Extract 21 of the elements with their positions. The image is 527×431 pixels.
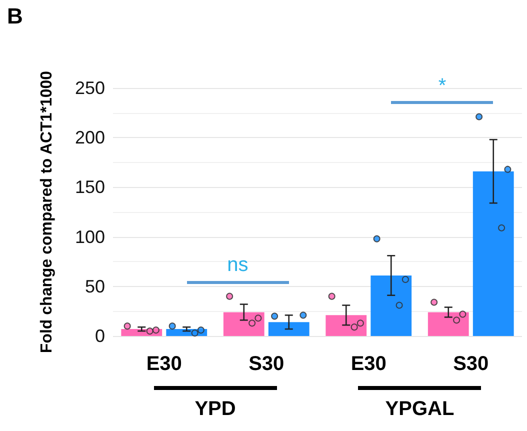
annotation: ns [226, 254, 250, 278]
chart-title: B [7, 4, 23, 28]
x-tick-label: S30 [248, 353, 284, 375]
x-tick-label: E30 [146, 353, 182, 375]
y-tick-label: 100 [74, 226, 105, 247]
y-axis-title: Fold change compared to ACT1*1000 [38, 70, 56, 354]
bar [428, 312, 469, 336]
y-tick-label: 250 [74, 78, 105, 98]
y-tick-label: 200 [74, 128, 105, 148]
text: YPD [194, 398, 237, 421]
bar [268, 322, 310, 336]
bar [223, 312, 264, 336]
y-tick-label: 50 [84, 276, 105, 296]
bar [370, 275, 412, 336]
annotation: * [437, 74, 448, 98]
x-tick-label: S30 [453, 353, 489, 375]
bar [326, 315, 367, 336]
y-tick-label: 0 [94, 326, 105, 346]
y-tick-label: 150 [74, 177, 105, 198]
x-tick-label: E30 [350, 353, 386, 375]
text: YPGAL [384, 398, 456, 421]
